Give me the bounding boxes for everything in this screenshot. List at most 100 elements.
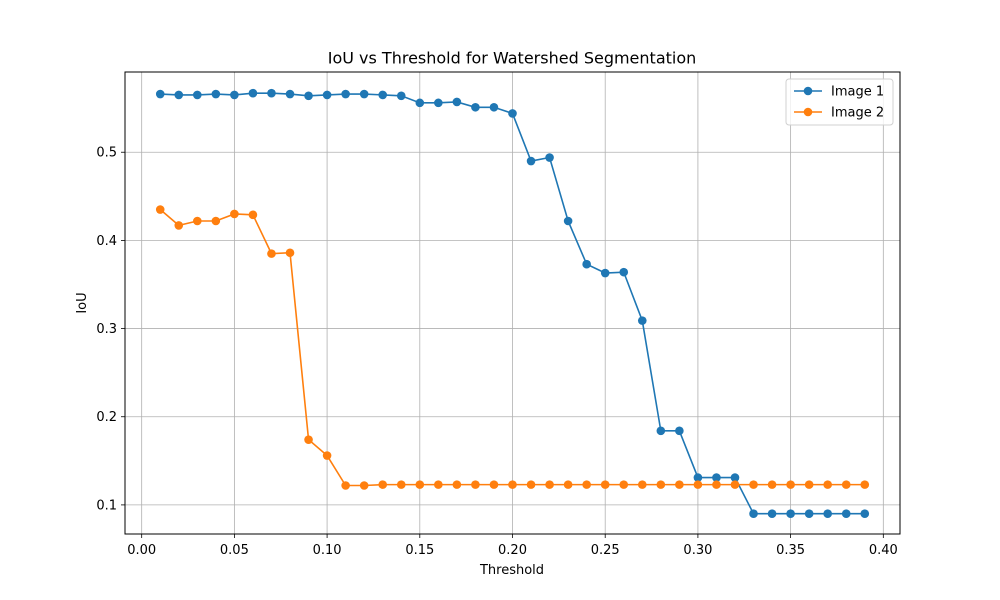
data-point — [675, 426, 684, 436]
data-point — [582, 259, 591, 269]
data-point — [378, 90, 388, 100]
data-point — [396, 480, 406, 489]
y-axis-title: IoU — [75, 292, 90, 313]
data-point — [841, 480, 851, 489]
data-point — [860, 509, 870, 519]
legend-marker — [803, 107, 813, 117]
data-point — [415, 98, 425, 108]
data-point — [508, 109, 517, 118]
data-point — [619, 267, 629, 277]
data-point — [804, 480, 814, 489]
data-point — [285, 248, 295, 258]
data-point — [304, 435, 313, 444]
data-point — [155, 205, 165, 214]
chart-title: IoU vs Threshold for Watershed Segmentat… — [328, 49, 697, 68]
data-point — [211, 89, 221, 99]
data-point — [582, 480, 591, 489]
data-point — [767, 509, 777, 519]
series-1 — [155, 88, 870, 519]
data-point — [230, 209, 239, 219]
data-point — [415, 480, 425, 489]
data-point — [471, 480, 480, 489]
legend-item: Image 2 — [794, 106, 884, 121]
data-point — [656, 426, 666, 436]
data-point — [359, 89, 369, 99]
legend: Image 1 Image 2 — [785, 78, 894, 126]
x-tick-label: 0.30 — [683, 543, 712, 558]
data-point — [730, 473, 740, 482]
data-point — [656, 480, 666, 489]
data-point — [600, 480, 610, 489]
data-point — [860, 480, 870, 489]
series-layer — [155, 88, 870, 519]
data-point — [526, 156, 536, 166]
legend-label: Image 2 — [831, 106, 884, 121]
data-point — [712, 473, 721, 482]
data-point — [193, 90, 202, 100]
legend-marker — [803, 86, 813, 96]
data-point — [230, 90, 239, 100]
data-point — [823, 480, 832, 489]
x-tick-label: 0.05 — [220, 543, 249, 558]
data-point — [693, 480, 703, 489]
x-tick-label: 0.00 — [127, 543, 156, 558]
data-point — [767, 480, 777, 489]
data-point — [489, 102, 499, 112]
y-tick-label: 0.2 — [96, 410, 117, 425]
data-point — [211, 216, 221, 226]
data-point — [341, 481, 350, 490]
data-point — [248, 88, 258, 98]
data-point — [267, 88, 276, 98]
data-point — [675, 480, 684, 489]
x-tick-label: 0.20 — [498, 543, 527, 558]
data-point — [452, 480, 462, 489]
data-point — [359, 481, 369, 490]
ticks: 0.00 0.05 0.10 0.15 0.20 0.25 0.30 0.35 0.40 0.1 0… — [96, 146, 897, 558]
data-point — [341, 89, 350, 99]
data-point — [693, 473, 703, 482]
data-point — [378, 480, 388, 489]
data-point — [545, 153, 554, 162]
y-tick-label: 0.1 — [96, 498, 117, 513]
data-point — [841, 509, 851, 519]
data-point — [174, 221, 184, 230]
data-point — [619, 480, 629, 489]
x-tick-label: 0.25 — [591, 543, 620, 558]
y-tick-label: 0.3 — [96, 322, 117, 337]
y-tick-label: 0.5 — [96, 146, 117, 161]
data-point — [637, 316, 647, 325]
data-point — [434, 98, 443, 108]
data-point — [396, 91, 406, 101]
data-point — [637, 480, 647, 489]
data-point — [267, 249, 276, 258]
data-point — [508, 480, 517, 489]
data-point — [730, 480, 740, 489]
series-2 — [155, 205, 870, 490]
data-point — [248, 210, 258, 220]
legend-label: Image 1 — [831, 85, 884, 100]
data-point — [804, 509, 814, 519]
data-point — [545, 480, 554, 489]
data-point — [489, 480, 499, 489]
data-point — [471, 102, 480, 112]
data-point — [304, 91, 313, 101]
data-point — [155, 89, 165, 99]
x-tick-label: 0.40 — [869, 543, 898, 558]
data-point — [452, 97, 462, 107]
data-point — [285, 89, 295, 99]
data-point — [712, 480, 721, 489]
data-point — [322, 90, 332, 100]
x-axis-title: Threshold — [479, 563, 544, 578]
data-point — [600, 268, 610, 278]
data-point — [823, 509, 832, 519]
legend-item: Image 1 — [794, 85, 884, 100]
data-point — [193, 216, 202, 226]
data-point — [174, 90, 184, 100]
y-tick-label: 0.4 — [96, 234, 117, 249]
data-point — [749, 480, 758, 489]
x-tick-label: 0.35 — [776, 543, 805, 558]
data-point — [526, 480, 536, 489]
x-tick-label: 0.15 — [405, 543, 434, 558]
data-point — [563, 216, 573, 226]
